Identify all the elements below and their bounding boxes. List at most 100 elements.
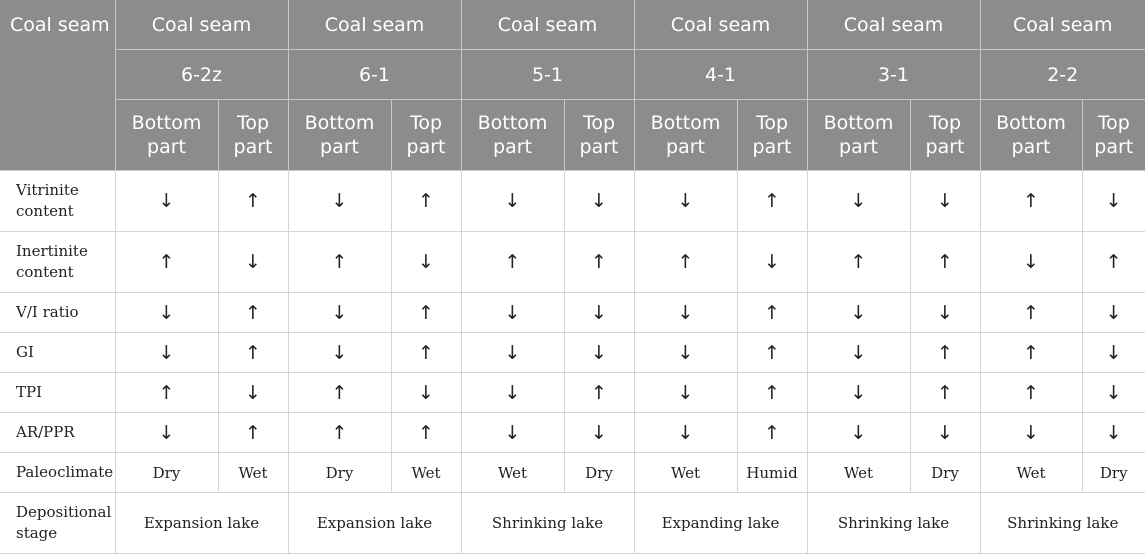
top-part-header: Top part	[1081, 99, 1145, 171]
table-cell: Wet	[633, 452, 737, 493]
table-cell: ↓	[390, 372, 461, 413]
table-cell: Wet	[217, 452, 288, 493]
table-cell: ↑	[979, 292, 1082, 333]
table-cell: ↑	[736, 170, 807, 232]
table-cell: ↓	[287, 292, 391, 333]
table-cell: ↓	[460, 332, 564, 373]
table-cell: ↓	[217, 231, 288, 293]
table-cell: ↓	[806, 170, 910, 232]
table-cell: Humid	[736, 452, 807, 493]
table-cell: ↑	[390, 412, 461, 453]
seam-word-header: Coal seam	[806, 0, 980, 50]
seam-word-header: Coal seam	[979, 0, 1145, 50]
table-cell: ↓	[633, 412, 737, 453]
stage-cell: Expansion lake	[114, 492, 288, 554]
table-cell: ↓	[806, 412, 910, 453]
table-cell: ↑	[390, 292, 461, 333]
table-cell: ↓	[909, 292, 980, 333]
stage-cell: Expanding lake	[633, 492, 807, 554]
row-label: TPI	[0, 372, 115, 413]
table-cell: ↓	[563, 170, 634, 232]
table-cell: ↓	[114, 170, 218, 232]
table-cell: ↓	[287, 170, 391, 232]
table-cell: ↑	[287, 412, 391, 453]
table-cell: ↓	[1081, 170, 1145, 232]
stage-cell: Expansion lake	[287, 492, 461, 554]
table-cell: ↓	[563, 412, 634, 453]
top-part-header: Top part	[217, 99, 288, 171]
table-cell: Wet	[460, 452, 564, 493]
table-cell: ↑	[909, 231, 980, 293]
table-cell: ↑	[287, 231, 391, 293]
table-cell: ↓	[287, 332, 391, 373]
table-cell: Wet	[979, 452, 1082, 493]
row-label: GI	[0, 332, 115, 373]
table-cell: ↑	[909, 332, 980, 373]
seam-word-header: Coal seam	[114, 0, 288, 50]
bottom-part-header: Bottom part	[460, 99, 564, 171]
top-part-header: Top part	[736, 99, 807, 171]
table-row-paleoclimate: Paleoclimate Dry Wet Dry Wet Wet Dry Wet…	[0, 452, 1145, 493]
table-row-vi-ratio: V/I ratio ↓ ↑ ↓ ↑ ↓ ↓ ↓ ↑ ↓ ↓ ↑ ↓	[0, 292, 1145, 333]
bottom-part-header: Bottom part	[806, 99, 910, 171]
table-cell: ↑	[1081, 231, 1145, 293]
top-part-header: Top part	[563, 99, 634, 171]
seam-id-header: 3-1	[806, 49, 980, 100]
table-cell: ↓	[979, 231, 1082, 293]
table-row-depositional-stage: Depositional stage Expansion lake Expans…	[0, 492, 1145, 554]
table-cell: ↑	[979, 332, 1082, 373]
table-cell: ↓	[460, 372, 564, 413]
seam-word-header: Coal seam	[287, 0, 461, 50]
table-cell: Wet	[806, 452, 910, 493]
table-cell: ↓	[114, 332, 218, 373]
table-cell: ↓	[806, 332, 910, 373]
table-cell: ↓	[1081, 292, 1145, 333]
table-cell: ↑	[633, 231, 737, 293]
table-cell: ↓	[460, 170, 564, 232]
header-row-parts: Bottom part Top part Bottom part Top par…	[0, 99, 1145, 171]
row-label: V/I ratio	[0, 292, 115, 333]
bottom-part-header: Bottom part	[114, 99, 218, 171]
bottom-part-header: Bottom part	[979, 99, 1082, 171]
table-row-vitrinite: Vitrinite content ↓ ↑ ↓ ↑ ↓ ↓ ↓ ↑ ↓ ↓ ↑ …	[0, 170, 1145, 232]
seam-word-header: Coal seam	[460, 0, 634, 50]
table-row-tpi: TPI ↑ ↓ ↑ ↓ ↓ ↑ ↓ ↑ ↓ ↑ ↑ ↓	[0, 372, 1145, 413]
bottom-part-header: Bottom part	[287, 99, 391, 171]
seam-id-header: 6-2z	[114, 49, 288, 100]
stage-cell: Shrinking lake	[806, 492, 980, 554]
corner-header: Coal seam	[0, 0, 115, 171]
seam-id-header: 6-1	[287, 49, 461, 100]
table-cell: ↑	[287, 372, 391, 413]
table-cell: ↑	[114, 372, 218, 413]
table-cell: ↑	[217, 332, 288, 373]
seam-id-header: 5-1	[460, 49, 634, 100]
seam-id-header: 4-1	[633, 49, 807, 100]
table-cell: ↓	[909, 412, 980, 453]
seam-id-header: 2-2	[979, 49, 1145, 100]
table-cell: Dry	[287, 452, 391, 493]
table-cell: ↑	[806, 231, 910, 293]
table-cell: ↓	[909, 170, 980, 232]
table-cell: ↓	[736, 231, 807, 293]
table-cell: ↓	[806, 372, 910, 413]
table-cell: ↑	[390, 332, 461, 373]
row-label: AR/PPR	[0, 412, 115, 453]
table-cell: Dry	[563, 452, 634, 493]
table-cell: ↑	[979, 170, 1082, 232]
row-label: Inertinite content	[0, 231, 115, 293]
table-cell: ↓	[633, 292, 737, 333]
table-row-gi: GI ↓ ↑ ↓ ↑ ↓ ↓ ↓ ↑ ↓ ↑ ↑ ↓	[0, 332, 1145, 373]
table-cell: ↓	[633, 170, 737, 232]
table-cell: ↓	[1081, 332, 1145, 373]
table-cell: ↓	[460, 292, 564, 333]
table-cell: ↓	[979, 412, 1082, 453]
table-cell: ↓	[114, 292, 218, 333]
table-cell: ↑	[979, 372, 1082, 413]
table-cell: ↑	[114, 231, 218, 293]
table-cell: ↓	[633, 372, 737, 413]
table-cell: ↓	[460, 412, 564, 453]
table-cell: ↑	[736, 292, 807, 333]
table-cell: ↓	[563, 332, 634, 373]
header-row-coal-seam: Coal seam Coal seam Coal seam Coal seam …	[0, 0, 1145, 171]
